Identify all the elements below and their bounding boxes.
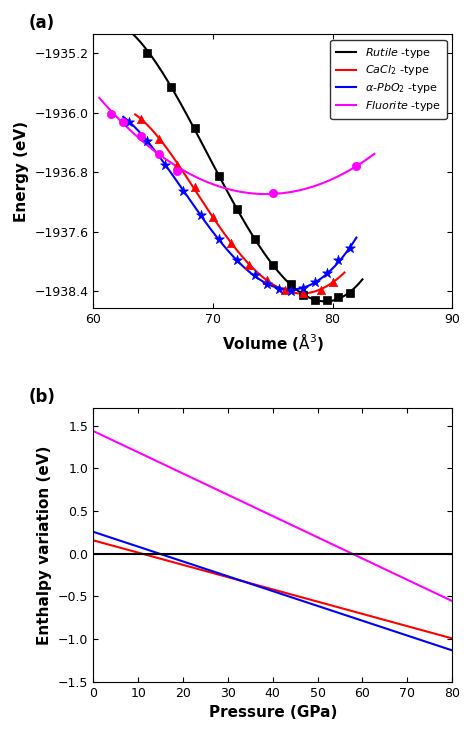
Point <box>299 289 306 301</box>
Point <box>317 284 324 296</box>
Point <box>311 277 319 288</box>
Point <box>209 211 217 222</box>
Point <box>179 185 187 197</box>
Point <box>137 113 145 125</box>
Y-axis label: Energy (eV): Energy (eV) <box>14 120 29 222</box>
Text: (a): (a) <box>29 14 55 32</box>
Point <box>311 294 319 306</box>
Point <box>335 291 342 303</box>
Point <box>245 259 253 271</box>
Point <box>161 159 169 170</box>
Point <box>263 278 271 290</box>
Point <box>155 148 163 159</box>
Point <box>323 294 330 306</box>
Point <box>269 259 276 271</box>
Point <box>299 287 306 299</box>
Point <box>323 268 330 280</box>
Point <box>215 233 223 245</box>
Point <box>143 47 151 59</box>
Point <box>197 209 205 221</box>
Point <box>173 165 181 177</box>
Point <box>281 284 289 296</box>
Point <box>191 181 199 193</box>
Point <box>233 203 241 215</box>
Point <box>155 133 163 145</box>
Point <box>346 287 354 299</box>
Text: (b): (b) <box>29 388 55 406</box>
Point <box>173 159 181 170</box>
Point <box>191 122 199 134</box>
Point <box>227 237 235 249</box>
Point <box>215 170 223 182</box>
Point <box>328 277 336 288</box>
Y-axis label: Enthalpy variation (eV): Enthalpy variation (eV) <box>37 446 53 644</box>
Point <box>126 116 133 128</box>
Point <box>233 254 241 266</box>
Point <box>251 269 258 281</box>
Point <box>108 108 115 120</box>
Point <box>346 242 354 254</box>
X-axis label: Pressure (GPa): Pressure (GPa) <box>209 705 337 720</box>
Point <box>263 275 271 286</box>
Point <box>287 278 294 290</box>
Legend: $\mathit{Rutile}$ -type, $\mathit{CaCl_2}$ -type, $\mathit{\alpha}$-$\mathit{PbO: $\mathit{Rutile}$ -type, $\mathit{CaCl_2… <box>330 40 447 119</box>
Point <box>335 254 342 266</box>
Point <box>143 135 151 147</box>
Point <box>287 285 294 297</box>
Point <box>167 81 175 92</box>
Point <box>299 283 306 294</box>
Point <box>353 160 360 172</box>
Point <box>126 23 133 35</box>
Point <box>137 131 145 142</box>
Point <box>251 233 258 245</box>
Point <box>269 187 276 199</box>
Point <box>119 116 127 128</box>
Point <box>275 283 283 295</box>
X-axis label: Volume ($\rm \AA^3$): Volume ($\rm \AA^3$) <box>221 331 324 353</box>
